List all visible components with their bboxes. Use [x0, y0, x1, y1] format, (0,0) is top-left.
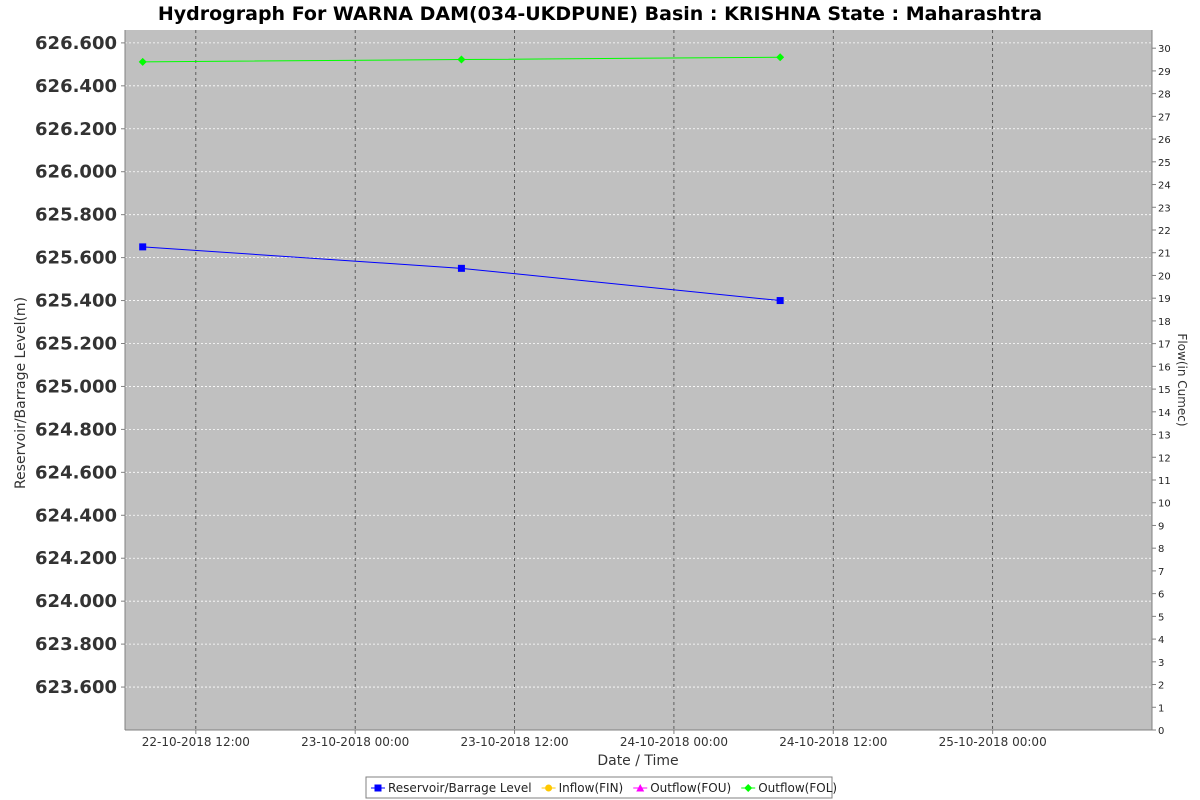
right-tick-label: 2: [1158, 681, 1164, 692]
right-tick-label: 14: [1158, 408, 1171, 419]
right-tick-label: 6: [1158, 590, 1164, 601]
left-tick-label: 624.000: [35, 591, 117, 612]
left-tick-label: 625.000: [35, 376, 117, 397]
grid-lines: [125, 30, 1152, 730]
legend-marker: [374, 784, 382, 792]
right-tick-label: 23: [1158, 203, 1171, 214]
x-tick-label: 25-10-2018 00:00: [939, 735, 1047, 749]
y2-axis-label: Flow(in Cumec): [1175, 333, 1189, 426]
left-tick-label: 626.600: [35, 33, 117, 54]
data-point: [457, 264, 465, 272]
series-outflow-fol: [138, 53, 785, 66]
right-tick-label: 15: [1158, 385, 1171, 396]
right-tick-label: 12: [1158, 453, 1171, 464]
right-tick-label: 0: [1158, 726, 1164, 737]
legend: Reservoir/Barrage Level Inflow(FIN) Outflo…: [371, 781, 837, 795]
x-tick-label: 24-10-2018 12:00: [779, 735, 887, 749]
left-axis-ticks: 623.600 623.800 624.000 624.200 624.400 624.6…: [35, 33, 125, 698]
right-tick-label: 5: [1158, 612, 1164, 623]
data-point: [457, 55, 466, 64]
series-reservoir-barrage-level: [139, 243, 784, 305]
data-point: [776, 297, 784, 305]
left-tick-label: 624.400: [35, 505, 117, 526]
left-tick-label: 625.800: [35, 205, 117, 226]
left-tick-label: 626.400: [35, 76, 117, 97]
legend-item: Inflow(FIN): [541, 781, 624, 795]
x-axis-label: Date / Time: [597, 753, 678, 769]
right-tick-label: 7: [1158, 567, 1164, 578]
right-tick-label: 11: [1158, 476, 1171, 487]
right-tick-label: 27: [1158, 112, 1171, 123]
legend-item: Outflow(FOU): [633, 781, 731, 795]
legend-label: Inflow(FIN): [559, 781, 624, 795]
x-axis-ticks: 22-10-2018 12:00 23-10-2018 00:00 23-10-20…: [142, 730, 1047, 749]
legend-label: Outflow(FOL): [758, 781, 837, 795]
right-tick-label: 28: [1158, 90, 1171, 101]
right-tick-label: 21: [1158, 249, 1171, 260]
right-tick-label: 3: [1158, 658, 1164, 669]
data-point: [139, 243, 147, 251]
data-point: [138, 57, 147, 66]
legend-item: Reservoir/Barrage Level: [371, 781, 532, 795]
right-tick-label: 24: [1158, 181, 1171, 192]
left-tick-label: 626.000: [35, 162, 117, 183]
right-tick-label: 8: [1158, 544, 1164, 555]
x-tick-label: 22-10-2018 12:00: [142, 735, 250, 749]
right-tick-label: 25: [1158, 158, 1171, 169]
y-axis-label: Reservoir/Barrage Level(m): [13, 297, 29, 489]
left-tick-label: 624.200: [35, 548, 117, 569]
legend-marker: [744, 784, 753, 792]
right-tick-label: 19: [1158, 294, 1171, 305]
right-tick-label: 22: [1158, 226, 1171, 237]
right-tick-label: 10: [1158, 499, 1171, 510]
left-tick-label: 625.600: [35, 248, 117, 269]
right-tick-label: 17: [1158, 340, 1171, 351]
right-axis-ticks: 0123456789101112131415161718192021222324…: [1152, 44, 1171, 737]
legend-marker: [545, 784, 553, 792]
right-tick-label: 1: [1158, 703, 1164, 714]
chart-title: Hydrograph For WARNA DAM(034-UKDPUNE) Ba…: [158, 3, 1042, 25]
x-tick-label: 23-10-2018 12:00: [460, 735, 568, 749]
left-tick-label: 625.200: [35, 333, 117, 354]
left-tick-label: 623.800: [35, 634, 117, 655]
right-tick-label: 30: [1158, 44, 1171, 55]
x-tick-label: 24-10-2018 00:00: [620, 735, 728, 749]
left-tick-label: 623.600: [35, 677, 117, 698]
right-tick-label: 18: [1158, 317, 1171, 328]
legend-item: Outflow(FOL): [741, 781, 837, 795]
x-tick-label: 23-10-2018 00:00: [301, 735, 409, 749]
data-point: [776, 53, 785, 62]
right-tick-label: 26: [1158, 135, 1171, 146]
right-tick-label: 4: [1158, 635, 1164, 646]
left-tick-label: 625.400: [35, 291, 117, 312]
legend-marker: [636, 784, 645, 792]
legend-box: [365, 776, 833, 799]
right-tick-label: 16: [1158, 362, 1171, 373]
legend-label: Outflow(FOU): [650, 781, 731, 795]
right-tick-label: 20: [1158, 271, 1171, 282]
right-tick-label: 9: [1158, 521, 1164, 532]
right-tick-label: 29: [1158, 67, 1171, 78]
legend-label: Reservoir/Barrage Level: [388, 781, 532, 795]
left-tick-label: 624.600: [35, 462, 117, 483]
left-tick-label: 624.800: [35, 419, 117, 440]
plot-area: [125, 30, 1152, 730]
right-tick-label: 13: [1158, 431, 1171, 442]
series-layer: [138, 53, 785, 305]
left-tick-label: 626.200: [35, 119, 117, 140]
